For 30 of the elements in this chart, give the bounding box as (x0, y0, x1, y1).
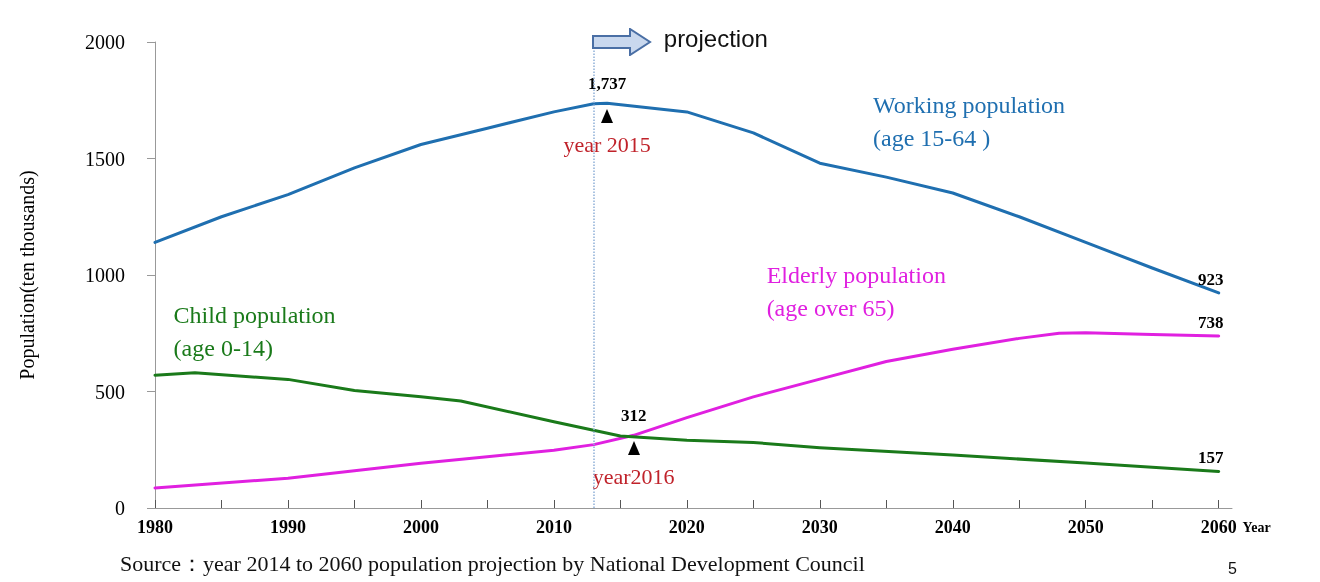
y-tick-label: 1500 (85, 147, 125, 170)
series-label: Working population (age 15-64 ) (873, 92, 1066, 152)
series-label: Child population (age 0-14) (173, 301, 336, 361)
series-label: Elderly population (age over 65) (766, 262, 946, 322)
source-note: Source：year 2014 to 2060 population projection by National Development Council (120, 550, 865, 576)
y-axis-title: Population(ten thousands) (16, 170, 39, 380)
x-tick-label: 2050 (1067, 517, 1104, 537)
x-tick-label: 2060 (1200, 517, 1237, 537)
x-tick-label: 2040 (934, 517, 971, 537)
y-tick-label: 0 (115, 497, 125, 519)
x-tick-label: 1990 (269, 517, 306, 537)
x-tick-label: 2030 (801, 517, 838, 537)
x-tick-label: 2010 (535, 517, 572, 537)
data-label: 312 (620, 406, 647, 426)
data-label: 738 (1197, 313, 1224, 333)
x-tick-label: 1980 (137, 517, 173, 537)
data-label: 923 (1197, 269, 1224, 289)
annotation: year2016 (592, 463, 675, 489)
y-tick-label: 1000 (85, 264, 125, 286)
line-series (153, 331, 1221, 490)
x-tick-label: 2020 (668, 517, 705, 537)
data-label: 1,737 (587, 74, 627, 94)
x-tick-label: 2000 (402, 517, 439, 537)
text: 5 (1228, 559, 1237, 577)
annotation: year 2015 (563, 131, 651, 157)
y-tick-label: 2000 (85, 31, 125, 53)
x-axis-title: Year (1242, 519, 1271, 535)
data-label: 157 (1197, 448, 1224, 468)
y-tick-label: 500 (95, 380, 125, 403)
ref-line-label: projection (663, 24, 768, 52)
